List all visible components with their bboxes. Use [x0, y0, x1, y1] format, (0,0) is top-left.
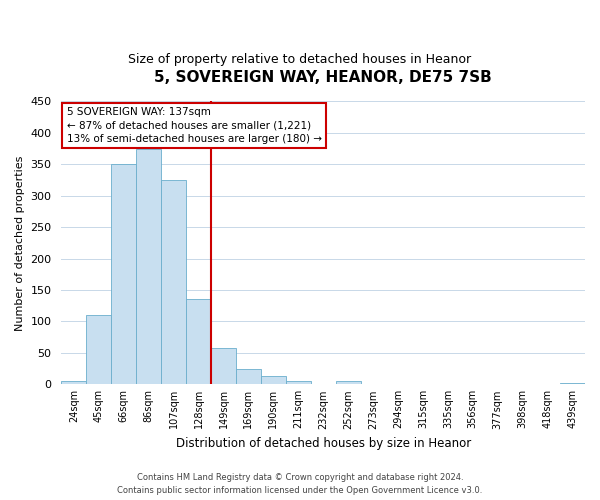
Bar — [286, 380, 311, 384]
Bar — [136, 148, 161, 384]
Bar — [335, 381, 361, 384]
Bar — [186, 300, 211, 384]
Bar — [86, 315, 111, 384]
Bar — [560, 383, 585, 384]
Bar — [61, 381, 86, 384]
Bar — [236, 368, 261, 384]
Title: 5, SOVEREIGN WAY, HEANOR, DE75 7SB: 5, SOVEREIGN WAY, HEANOR, DE75 7SB — [154, 70, 492, 85]
Bar — [111, 164, 136, 384]
X-axis label: Distribution of detached houses by size in Heanor: Distribution of detached houses by size … — [176, 437, 471, 450]
Text: Size of property relative to detached houses in Heanor: Size of property relative to detached ho… — [128, 52, 472, 66]
Bar — [261, 376, 286, 384]
Y-axis label: Number of detached properties: Number of detached properties — [15, 155, 25, 330]
Bar — [211, 348, 236, 384]
Bar — [161, 180, 186, 384]
Text: 5 SOVEREIGN WAY: 137sqm
← 87% of detached houses are smaller (1,221)
13% of semi: 5 SOVEREIGN WAY: 137sqm ← 87% of detache… — [67, 107, 322, 144]
Text: Contains HM Land Registry data © Crown copyright and database right 2024.
Contai: Contains HM Land Registry data © Crown c… — [118, 474, 482, 495]
